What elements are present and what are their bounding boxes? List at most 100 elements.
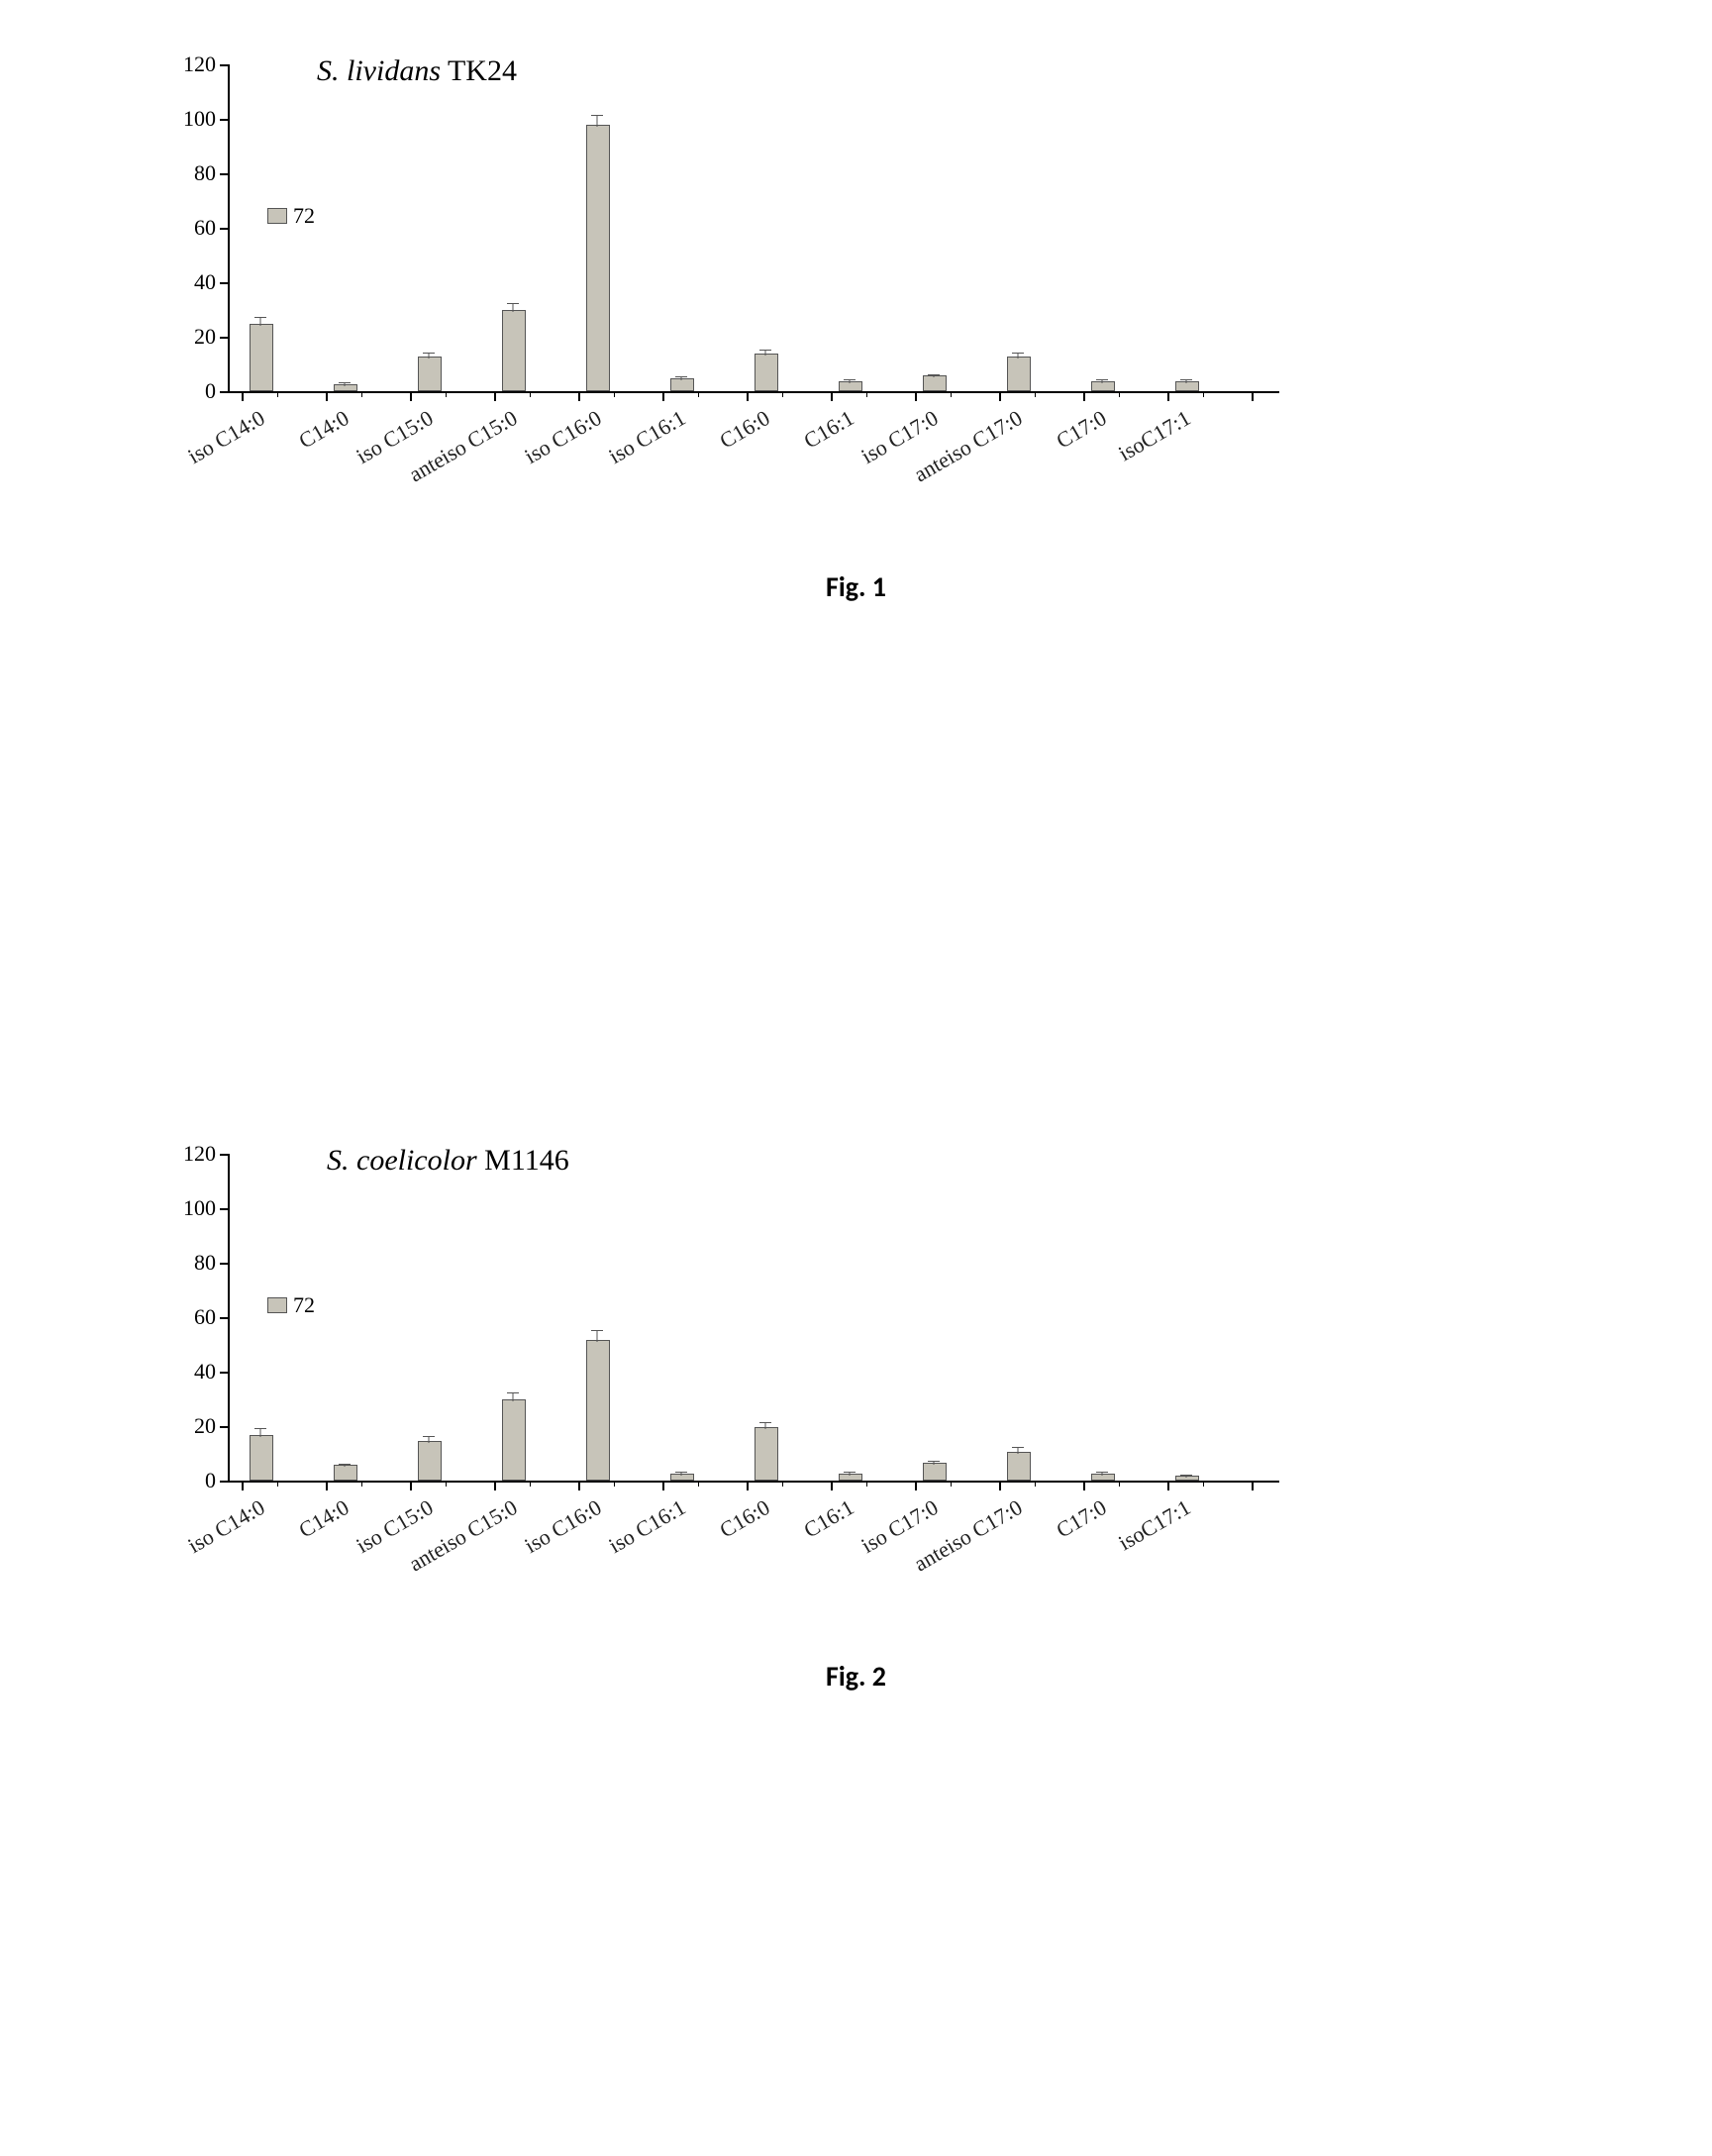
x-tick-label: C16:0 — [715, 405, 774, 454]
error-bar — [1102, 1473, 1103, 1476]
x-tick-minor — [1035, 1481, 1036, 1487]
x-tick-minor — [446, 391, 447, 397]
bar — [1007, 357, 1031, 391]
x-tick-major — [1083, 1481, 1085, 1490]
x-tick-major — [915, 391, 917, 401]
bar — [334, 1465, 357, 1481]
error-cap — [844, 379, 856, 380]
x-tick-minor — [698, 391, 699, 397]
error-bar — [345, 383, 346, 386]
x-tick-label: C16:1 — [799, 1494, 858, 1543]
bar — [755, 354, 778, 391]
x-tick-major — [831, 1481, 833, 1490]
error-cap — [423, 1436, 435, 1437]
x-tick-label: iso C16:1 — [604, 1494, 690, 1559]
y-tick — [220, 1426, 230, 1428]
bar — [418, 357, 442, 391]
x-tick-minor — [530, 1481, 531, 1487]
x-tick-minor — [530, 391, 531, 397]
x-tick-minor — [782, 391, 783, 397]
y-tick-label: 0 — [205, 1468, 216, 1493]
y-tick — [220, 1317, 230, 1319]
x-tick-minor — [361, 1481, 362, 1487]
error-cap — [675, 376, 687, 377]
bar — [1175, 381, 1199, 391]
legend-2: 72 — [267, 1292, 315, 1318]
y-tick — [220, 1154, 230, 1156]
bar — [1175, 1476, 1199, 1481]
error-cap — [507, 1392, 519, 1393]
bar — [923, 1463, 947, 1482]
x-tick-minor — [446, 1481, 447, 1487]
x-tick-major — [326, 1481, 328, 1490]
y-tick — [220, 1372, 230, 1374]
x-tick-label: C17:0 — [1052, 405, 1111, 454]
figure-caption-2: Fig. 2 — [826, 1659, 886, 1694]
error-bar — [597, 1331, 598, 1342]
y-tick-label: 40 — [194, 1359, 216, 1385]
error-cap — [675, 1472, 687, 1473]
chart-area-2: 020406080100120iso C14:0C14:0iso C15:0an… — [228, 1154, 1279, 1483]
x-tick-major — [831, 391, 833, 401]
error-bar — [1018, 1448, 1019, 1454]
x-tick-major — [494, 391, 496, 401]
error-cap — [1012, 1447, 1024, 1448]
error-bar — [765, 351, 766, 357]
x-tick-minor — [1119, 391, 1120, 397]
y-tick — [220, 391, 230, 393]
bar — [839, 1474, 862, 1482]
x-tick-label: isoC17:1 — [1114, 405, 1195, 466]
x-tick-major — [578, 1481, 580, 1490]
error-cap — [1180, 1475, 1192, 1476]
x-tick-major — [662, 391, 664, 401]
bar — [755, 1427, 778, 1481]
error-cap — [591, 1330, 603, 1331]
x-tick-major — [1167, 391, 1169, 401]
y-tick-label: 120 — [183, 1141, 216, 1167]
error-bar — [429, 1437, 430, 1443]
x-tick-minor — [277, 391, 278, 397]
y-tick — [220, 337, 230, 339]
x-tick-minor — [951, 1481, 952, 1487]
legend-label-2: 72 — [293, 1292, 315, 1318]
x-tick-major — [1083, 391, 1085, 401]
x-tick-label: iso C14:0 — [183, 1494, 269, 1559]
y-tick-label: 80 — [194, 1250, 216, 1276]
error-cap — [759, 350, 771, 351]
error-cap — [1012, 353, 1024, 354]
x-tick-minor — [1203, 391, 1204, 397]
error-bar — [1186, 1476, 1187, 1479]
error-cap — [928, 1461, 940, 1462]
figure-2: S. coelicolor M1146 020406080100120iso C… — [0, 0, 1712, 329]
x-tick-label: isoC17:1 — [1114, 1494, 1195, 1556]
bar — [1091, 1474, 1115, 1482]
error-bar — [260, 1429, 261, 1437]
error-bar — [429, 354, 430, 359]
error-cap — [339, 382, 351, 383]
x-tick-minor — [782, 1481, 783, 1487]
x-tick-major — [915, 1481, 917, 1490]
figure-caption-1: Fig. 1 — [826, 569, 886, 604]
x-tick-major — [494, 1481, 496, 1490]
x-tick-minor — [614, 391, 615, 397]
y-tick-label: 60 — [194, 1304, 216, 1330]
error-bar — [934, 375, 935, 378]
error-cap — [1180, 379, 1192, 380]
x-tick-label: iso C14:0 — [183, 405, 269, 469]
x-tick-minor — [361, 391, 362, 397]
error-bar — [681, 377, 682, 380]
bar — [250, 1435, 273, 1481]
x-tick-major — [326, 391, 328, 401]
bar — [1007, 1452, 1031, 1482]
x-tick-label: iso C16:0 — [520, 405, 606, 469]
x-tick-major — [578, 391, 580, 401]
y-tick-label: 100 — [183, 1195, 216, 1221]
x-tick-major — [999, 1481, 1001, 1490]
x-tick-major — [1167, 1481, 1169, 1490]
x-tick-major — [747, 391, 749, 401]
x-tick-minor — [277, 1481, 278, 1487]
x-tick-major — [999, 391, 1001, 401]
bar — [250, 324, 273, 391]
x-tick-minor — [866, 391, 867, 397]
bar — [923, 375, 947, 391]
